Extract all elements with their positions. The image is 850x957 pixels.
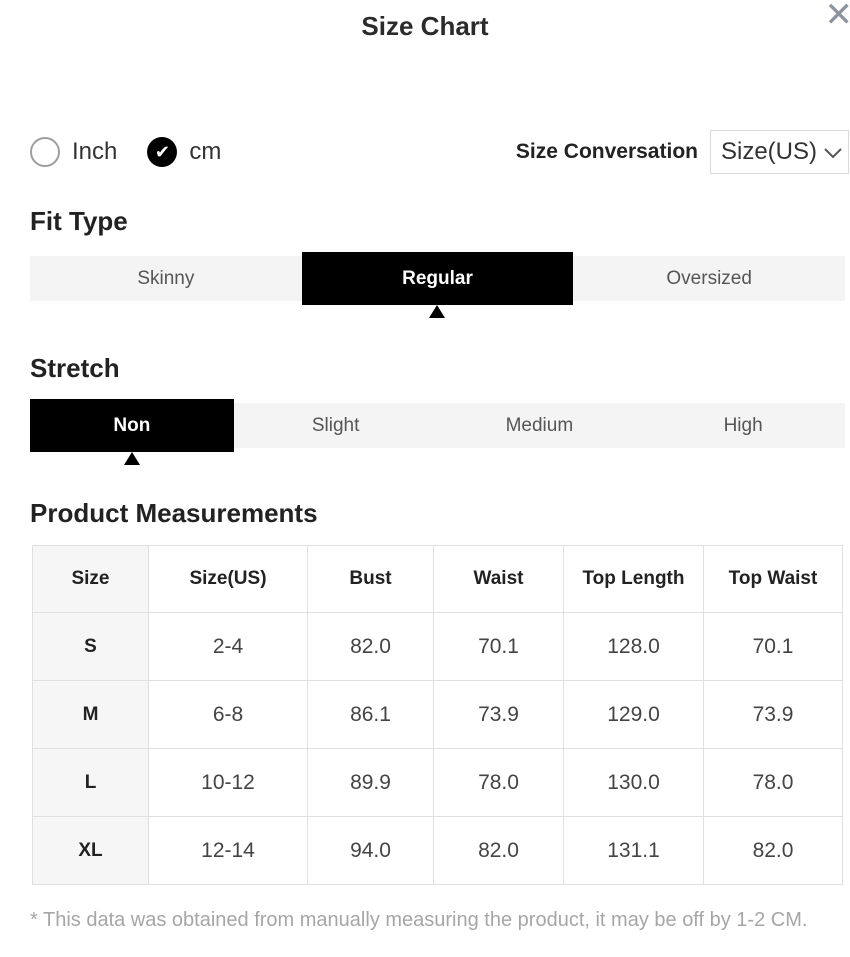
- fit-type-tab-regular[interactable]: Regular: [302, 252, 574, 305]
- unit-inch-label: Inch: [72, 138, 117, 166]
- col-header-top-waist: Top Waist: [704, 546, 843, 613]
- cell-bust: 94.0: [308, 817, 434, 885]
- fit-type-tab-oversized[interactable]: Oversized: [573, 256, 845, 301]
- cell-bust: 86.1: [308, 681, 434, 749]
- unit-cm-label: cm: [189, 138, 221, 166]
- cell-top-waist: 73.9: [704, 681, 843, 749]
- table-row: S 2-4 82.0 70.1 128.0 70.1: [33, 613, 843, 681]
- stretch-tab-slight[interactable]: Slight: [234, 403, 438, 448]
- cell-top-waist: 82.0: [704, 817, 843, 885]
- cell-waist: 78.0: [434, 749, 564, 817]
- cell-size-us: 10-12: [149, 749, 308, 817]
- cell-size: L: [33, 749, 149, 817]
- col-header-bust: Bust: [308, 546, 434, 613]
- size-conversion-dropdown[interactable]: Size(US): [710, 130, 849, 174]
- col-header-top-length: Top Length: [564, 546, 704, 613]
- cell-waist: 73.9: [434, 681, 564, 749]
- cell-size: S: [33, 613, 149, 681]
- cell-top-length: 130.0: [564, 749, 704, 817]
- measurements-heading: Product Measurements: [30, 498, 850, 528]
- size-conversion-value: Size(US): [721, 138, 817, 166]
- stretch-tab-high[interactable]: High: [641, 403, 845, 448]
- fit-type-pointer-row: [30, 305, 845, 319]
- cell-waist: 70.1: [434, 613, 564, 681]
- table-header-row: Size Size(US) Bust Waist Top Length Top …: [33, 546, 843, 613]
- cell-size-us: 6-8: [149, 681, 308, 749]
- unit-row: Inch ✔ cm Size Conversation Size(US): [30, 130, 849, 174]
- measurements-table: Size Size(US) Bust Waist Top Length Top …: [32, 545, 843, 885]
- cell-bust: 89.9: [308, 749, 434, 817]
- cell-top-waist: 78.0: [704, 749, 843, 817]
- cell-waist: 82.0: [434, 817, 564, 885]
- cell-top-length: 131.1: [564, 817, 704, 885]
- table-row: L 10-12 89.9 78.0 130.0 78.0: [33, 749, 843, 817]
- cell-bust: 82.0: [308, 613, 434, 681]
- cell-top-waist: 70.1: [704, 613, 843, 681]
- stretch-tab-medium[interactable]: Medium: [438, 403, 642, 448]
- size-conversion-group: Size Conversation Size(US): [516, 130, 849, 174]
- col-header-size: Size: [33, 546, 149, 613]
- unit-option-cm[interactable]: ✔ cm: [147, 137, 221, 167]
- cell-size-us: 2-4: [149, 613, 308, 681]
- triangle-up-icon: [429, 305, 445, 318]
- triangle-up-icon: [124, 452, 140, 465]
- fit-type-heading: Fit Type: [30, 206, 850, 236]
- size-conversion-label: Size Conversation: [516, 140, 698, 164]
- table-row: XL 12-14 94.0 82.0 131.1 82.0: [33, 817, 843, 885]
- measurement-disclaimer: * This data was obtained from manually m…: [30, 909, 850, 932]
- stretch-heading: Stretch: [30, 353, 850, 383]
- page-title: Size Chart: [0, 10, 850, 42]
- cell-top-length: 128.0: [564, 613, 704, 681]
- stretch-segbar: Non Slight Medium High: [30, 403, 845, 448]
- col-header-waist: Waist: [434, 546, 564, 613]
- cell-top-length: 129.0: [564, 681, 704, 749]
- fit-type-tab-skinny[interactable]: Skinny: [30, 256, 302, 301]
- table-row: M 6-8 86.1 73.9 129.0 73.9: [33, 681, 843, 749]
- cell-size: M: [33, 681, 149, 749]
- size-chart-modal: Size Chart ✕ Inch ✔ cm Size Conversation…: [0, 10, 850, 957]
- fit-type-segbar: Skinny Regular Oversized: [30, 256, 845, 301]
- radio-checked-icon: ✔: [147, 137, 177, 167]
- chevron-down-icon: [824, 148, 842, 159]
- radio-unchecked-icon: [30, 137, 60, 167]
- stretch-pointer-row: [30, 452, 845, 466]
- unit-radio-group: Inch ✔ cm: [30, 137, 221, 167]
- cell-size: XL: [33, 817, 149, 885]
- unit-option-inch[interactable]: Inch: [30, 137, 117, 167]
- col-header-size-us: Size(US): [149, 546, 308, 613]
- stretch-tab-non[interactable]: Non: [30, 399, 234, 452]
- close-icon[interactable]: ✕: [819, 0, 850, 33]
- cell-size-us: 12-14: [149, 817, 308, 885]
- check-icon: ✔: [155, 142, 170, 163]
